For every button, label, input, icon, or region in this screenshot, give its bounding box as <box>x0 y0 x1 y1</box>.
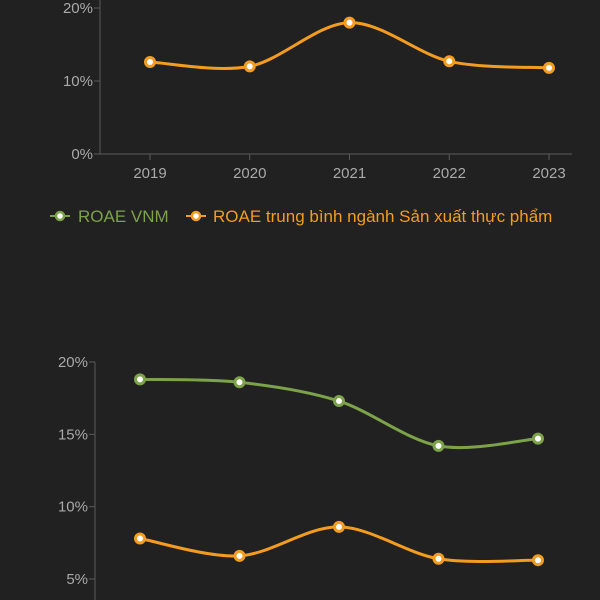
bottom-y-ticks: 5% 10% 15% 20% <box>58 354 95 588</box>
top-data-point[interactable] <box>243 60 256 73</box>
bottom-y-tick-label: 5% <box>66 571 88 588</box>
bottom-data-point[interactable] <box>333 395 345 408</box>
chart-bottom: 5% 10% 15% 20% <box>58 354 544 600</box>
top-x-tick-label: 2021 <box>333 165 366 182</box>
legend-vnm-label: ROAE VNM <box>78 207 169 226</box>
bottom-data-point[interactable] <box>432 552 445 565</box>
top-x-tick-label: 2019 <box>133 165 166 182</box>
bottom-data-point[interactable] <box>134 373 146 386</box>
top-data-point[interactable] <box>443 55 456 68</box>
bottom-data-point[interactable] <box>532 554 544 567</box>
legend-item-industry[interactable]: ROAE trung bình ngành Sản xuất thực phẩm <box>186 207 552 226</box>
bottom-data-point[interactable] <box>233 549 246 562</box>
bottom-data-point[interactable] <box>233 376 246 389</box>
chart-top: 0% 10% 20% 2019 2020 2021 2022 2023 <box>63 0 572 182</box>
top-data-point[interactable] <box>543 61 555 74</box>
top-y-tick-label: 10% <box>63 73 93 90</box>
top-y-ticks: 0% 10% 20% <box>63 0 100 163</box>
bottom-series <box>134 373 544 567</box>
top-y-tick-label: 0% <box>71 146 93 163</box>
legend-industry-marker <box>190 210 202 222</box>
top-x-ticks: 2019 2020 2021 2022 2023 <box>133 154 566 182</box>
top-x-tick-label: 2023 <box>532 165 565 182</box>
legend-industry-label: ROAE trung bình ngành Sản xuất thực phẩm <box>213 207 552 226</box>
legend-item-vnm[interactable]: ROAE VNM <box>50 207 169 226</box>
bottom-data-point[interactable] <box>432 439 445 452</box>
top-series <box>144 16 555 74</box>
top-data-point[interactable] <box>144 56 156 69</box>
bottom-series-line-0 <box>138 377 540 450</box>
legend-vnm-marker <box>54 210 66 222</box>
bottom-data-point[interactable] <box>333 520 345 533</box>
bottom-y-tick-label: 15% <box>58 426 88 443</box>
bottom-y-tick-label: 20% <box>58 354 88 371</box>
top-x-tick-label: 2020 <box>233 165 266 182</box>
bottom-y-tick-label: 10% <box>58 499 88 516</box>
top-x-tick-label: 2022 <box>433 165 466 182</box>
bottom-data-point[interactable] <box>134 532 146 545</box>
top-data-point[interactable] <box>343 16 356 29</box>
legend: ROAE VNM ROAE trung bình ngành Sản xuất … <box>50 207 552 226</box>
top-series-line-0 <box>148 21 551 70</box>
bottom-data-point[interactable] <box>532 432 544 445</box>
top-y-tick-label: 20% <box>63 0 93 17</box>
